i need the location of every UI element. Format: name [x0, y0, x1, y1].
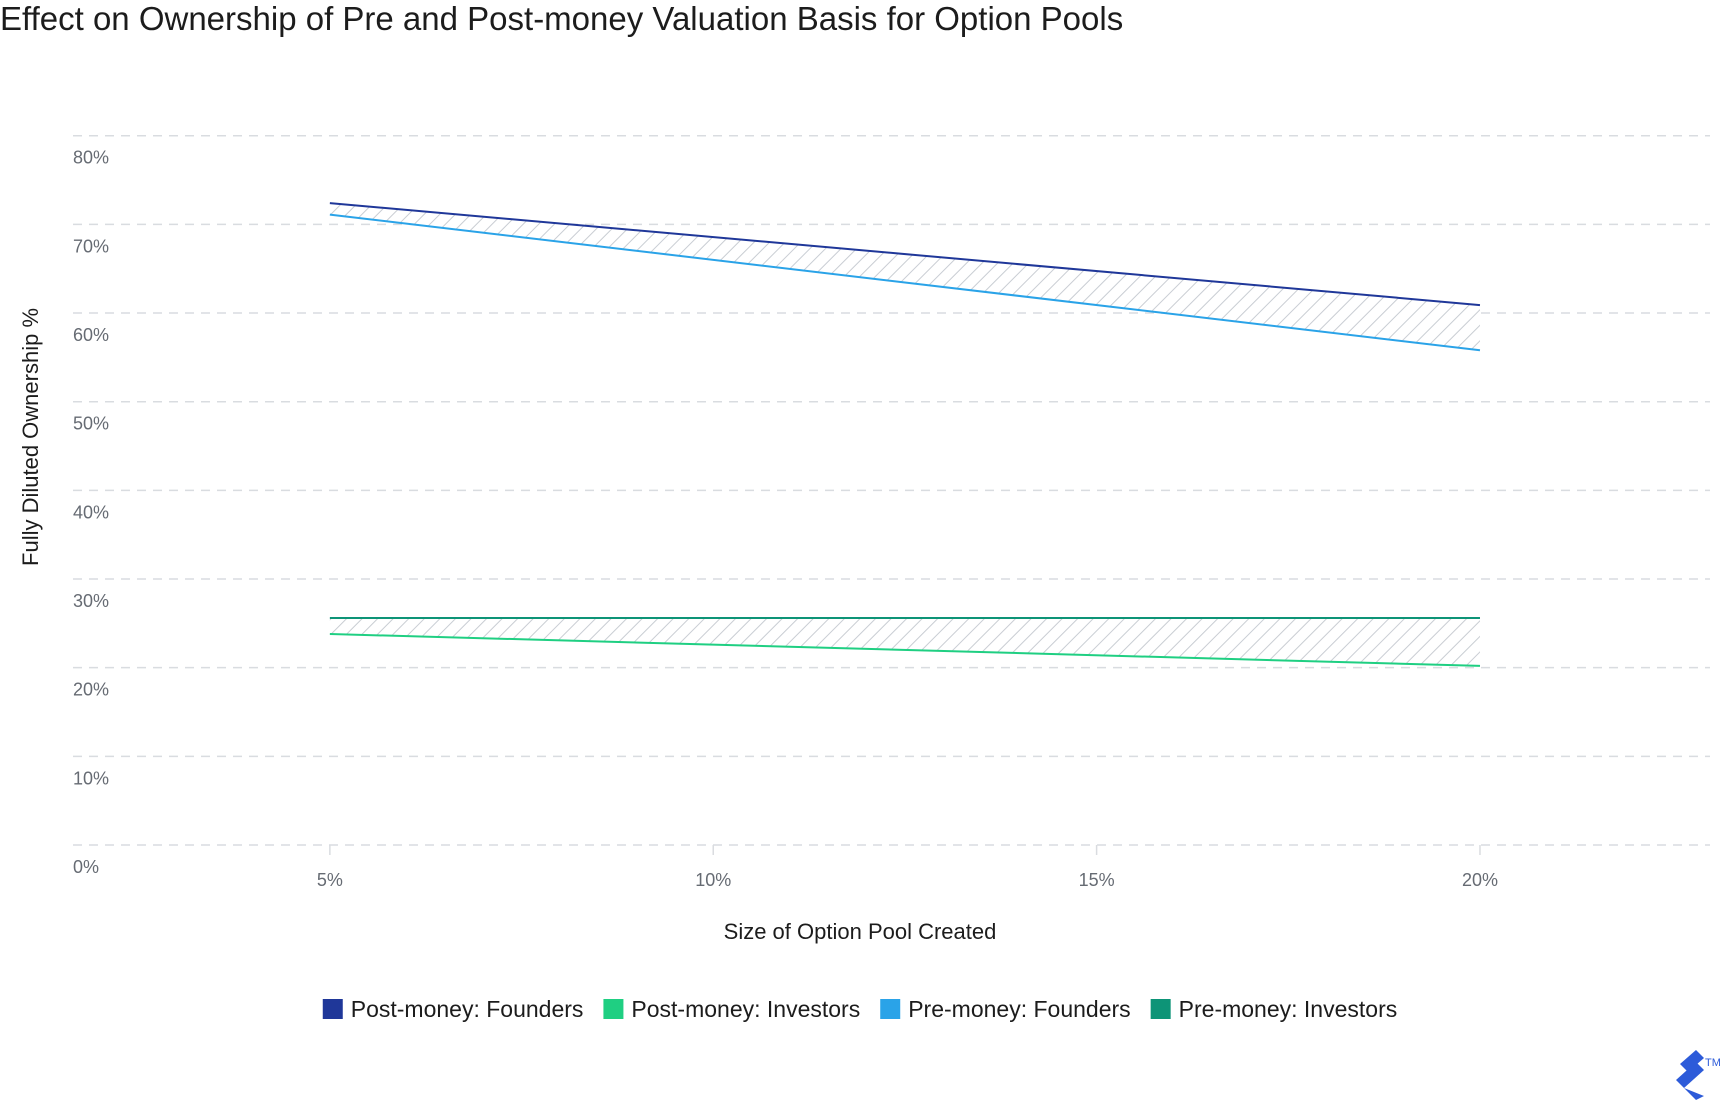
hatched-gap-band: [329, 203, 1480, 351]
series-line-post-money-founders: [329, 202, 1481, 307]
y-tick-label: 20%: [73, 680, 109, 700]
y-tick-label: 40%: [73, 502, 109, 522]
y-tick-label: 0%: [73, 857, 99, 877]
legend-label: Post-money: Investors: [631, 996, 860, 1022]
toptal-logo-icon: TM: [1676, 1050, 1720, 1100]
x-axis-ticks: 5% 10% 15% 20%: [317, 845, 1498, 890]
legend-item: Post-money: Investors: [603, 996, 860, 1022]
gridlines: [73, 134, 1710, 846]
y-tick-label: 50%: [73, 414, 109, 434]
y-tick-label: 80%: [73, 148, 109, 168]
y-tick-label: 10%: [73, 768, 109, 788]
legend-swatch: [322, 999, 343, 1019]
chart-title: Effect on Ownership of Pre and Post-mone…: [0, 0, 1123, 37]
legend-swatch: [603, 999, 624, 1019]
x-tick-label: 20%: [1462, 870, 1498, 890]
hatched-gap-band: [329, 618, 1480, 666]
y-tick-label: 60%: [73, 325, 109, 345]
x-tick-label: 5%: [317, 870, 343, 890]
legend-label: Post-money: Founders: [351, 996, 584, 1022]
trademark-mark: TM: [1705, 1057, 1720, 1069]
series-line-pre-money-founders: [329, 213, 1481, 352]
legend-item: Pre-money: Founders: [880, 996, 1131, 1022]
y-tick-label: 70%: [73, 236, 109, 256]
x-axis-title: Size of Option Pool Created: [724, 919, 997, 944]
x-tick-label: 10%: [695, 870, 731, 890]
series-line-post-money-investors: [329, 632, 1481, 667]
legend-item: Post-money: Founders: [322, 996, 584, 1022]
series-lines: [329, 202, 1481, 667]
legend-swatch: [880, 999, 901, 1019]
y-axis-ticks: 0% 10% 20% 30% 40% 50% 60% 70% 80%: [73, 148, 109, 877]
legend-label: Pre-money: Founders: [908, 996, 1130, 1022]
legend: Post-money: Founders Post-money: Investor…: [322, 996, 1398, 1022]
legend-label: Pre-money: Investors: [1179, 996, 1398, 1022]
y-tick-label: 30%: [73, 591, 109, 611]
y-axis-title: Fully Diluted Ownership %: [18, 308, 43, 566]
legend-item: Pre-money: Investors: [1150, 996, 1398, 1022]
legend-swatch: [1150, 999, 1171, 1019]
difference-bands: [329, 203, 1480, 666]
x-tick-label: 15%: [1079, 870, 1115, 890]
